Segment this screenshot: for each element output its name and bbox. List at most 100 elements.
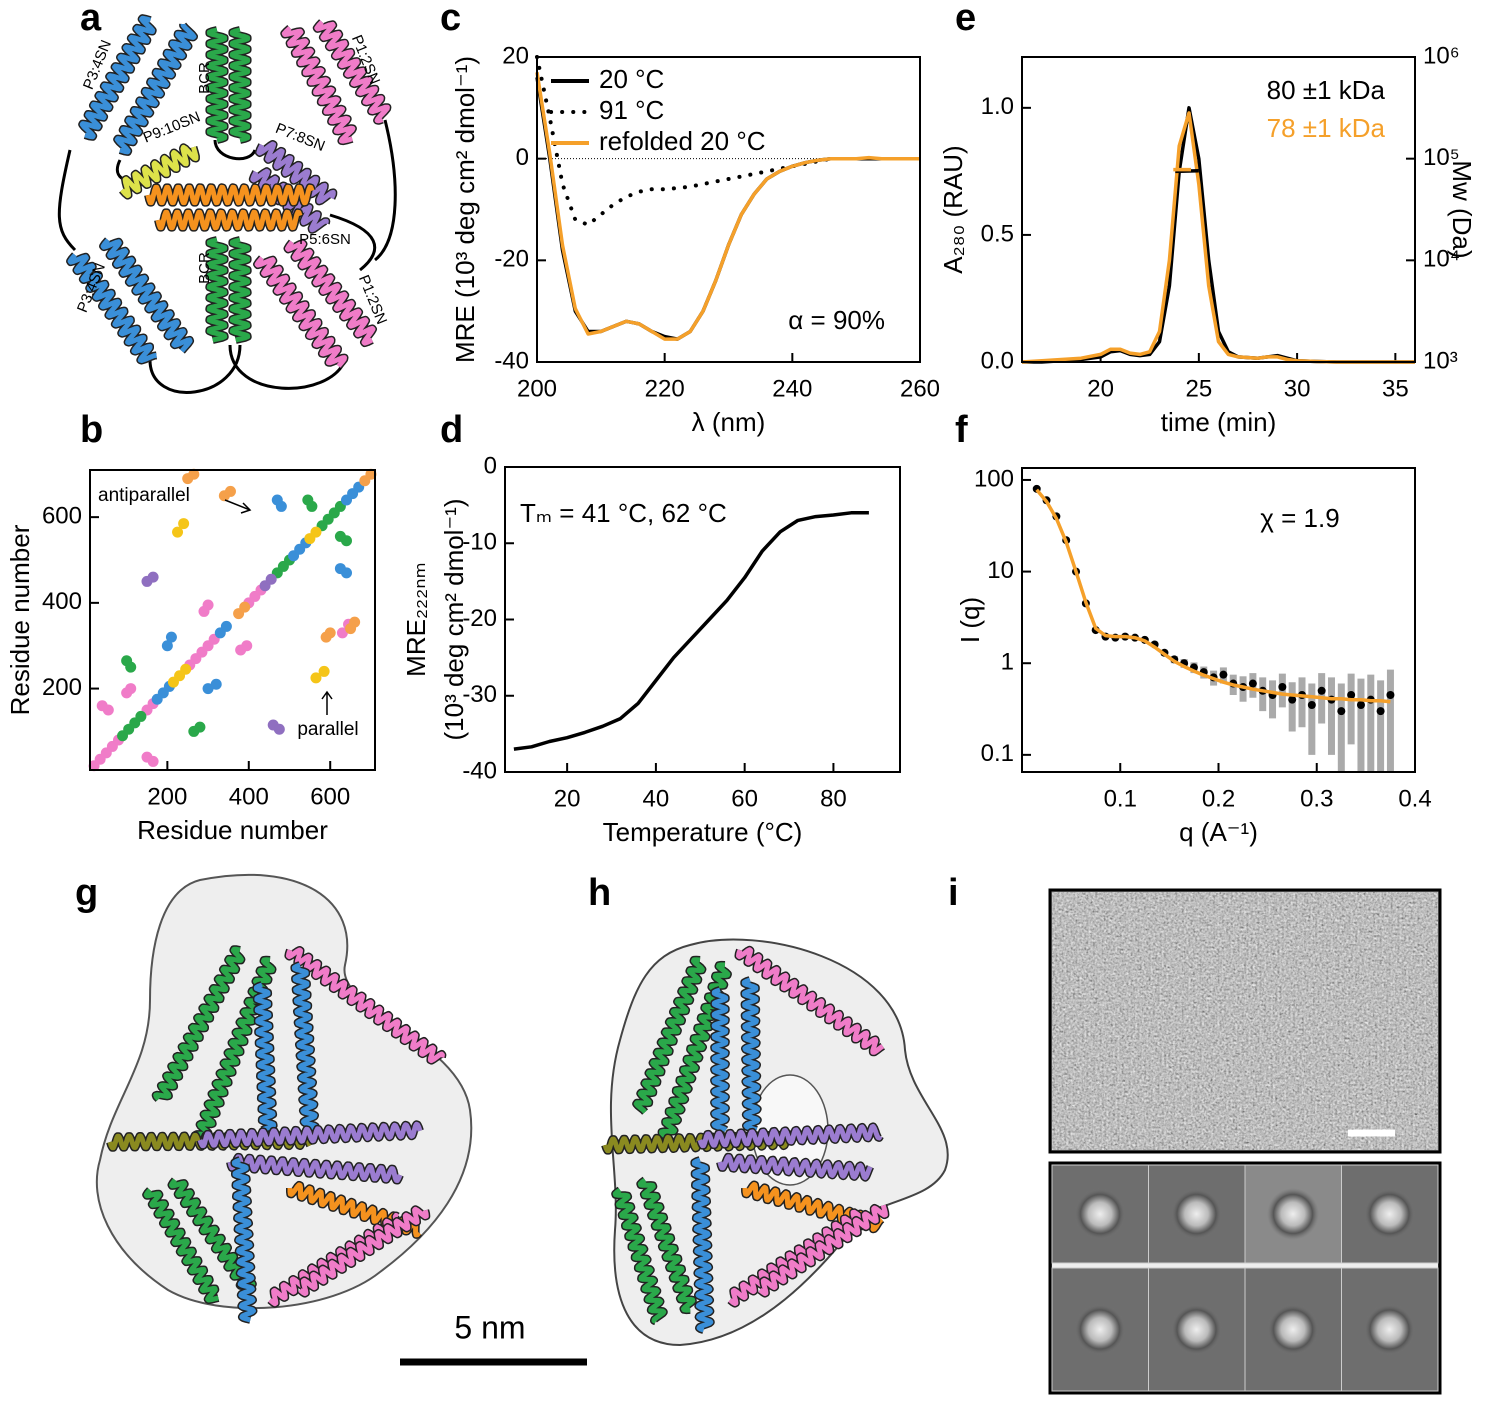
point [202,599,214,611]
class-particle [1363,1188,1416,1240]
point [1317,686,1326,695]
panel-letter: e [955,0,976,39]
class-particle [1267,1188,1319,1240]
y-axis-label: MRE (10³ deg cm² dmol⁻¹) [450,56,480,363]
y2-tick-label: 10⁶ [1423,42,1460,69]
x-axis-label: q (A⁻¹) [1179,817,1258,847]
plot-frame [1021,56,1416,363]
helix [79,15,156,140]
y-tick-label: 600 [42,502,82,529]
helix [637,1177,696,1313]
x-tick-label: 80 [820,785,847,812]
series-line [1035,488,1391,704]
helix [169,1178,256,1294]
scale-bar-label: 5 nm [454,1309,525,1345]
panel-letter: h [588,872,611,914]
point [318,665,330,677]
class-particle [1074,1303,1126,1356]
annotation: χ = 1.9 [1260,503,1339,533]
y-axis-label: A₂₈₀ (RAU) [938,145,968,273]
y-axis-label: I (q) [955,597,985,643]
x-tick-label: 35 [1382,375,1409,402]
y-axis-label: Residue number [5,524,35,715]
annotation: antiparallel [98,485,190,506]
y-tick-label: -20 [494,246,529,273]
y-tick-label: 0 [516,144,529,171]
point [310,672,322,684]
point [306,500,318,512]
helix [253,982,277,1133]
point [172,526,184,538]
helix-label: BCR [196,252,213,284]
legend-label: refolded 20 °C [599,126,766,156]
y-axis-label: (10³ deg cm² dmol⁻¹) [439,499,469,741]
arrow [321,690,333,715]
series-line [535,55,833,227]
legend-label: 78 ±1 kDa [1267,113,1386,143]
point [125,683,137,695]
helix [633,957,705,1114]
point [178,518,190,530]
panel-letter: d [440,409,463,451]
helix [697,1123,883,1149]
y2-tick-label: 10³ [1423,347,1458,374]
x-tick-label: 0.2 [1202,785,1235,812]
x-tick-label: 220 [645,375,685,402]
helix [153,946,244,1101]
helix [143,1188,219,1303]
series-line [1021,111,1415,364]
x-axis-label: Residue number [137,815,328,845]
x-tick-label: 60 [731,785,758,812]
helix [728,1209,864,1307]
x-tick-label: 260 [900,375,940,402]
point [1219,670,1228,679]
point [135,710,147,722]
micrograph-noise [1052,892,1438,1150]
point [365,468,377,480]
point [265,573,277,585]
helix [717,1154,873,1181]
y-axis-label: MRE₂₂₂ₙₘ [401,562,431,677]
x-axis-label: λ (nm) [692,407,766,437]
point [202,683,214,695]
y-tick-label: 0.1 [981,740,1014,767]
x-tick-label: 600 [310,783,350,810]
class-particle [1074,1188,1126,1240]
helix [736,947,885,1055]
point [1278,683,1287,692]
y-tick-label: 20 [502,42,529,69]
annotation: parallel [297,719,358,740]
y2-axis-label: Mw (Da) [1447,160,1477,258]
point [1376,707,1385,716]
point [224,485,236,497]
panel-letter: b [80,409,103,451]
x-tick-label: 20 [554,785,581,812]
panel-letter: a [80,0,102,39]
point [1288,695,1297,704]
point [310,526,322,538]
point [165,631,177,643]
helix [612,1187,667,1324]
helix [229,27,251,143]
point [334,563,346,575]
helix-label: BCR [196,62,213,94]
legend-label: 20 °C [599,64,664,94]
y-tick-label: 0 [484,452,497,479]
point [180,663,192,675]
point [275,500,287,512]
point [194,721,206,733]
helix [227,1154,403,1183]
point [1356,700,1365,709]
point [220,620,232,632]
chart: c 200 220 240 260 -40 -20 0 20 λ (nm) MRE (10³ deg… [440,0,940,437]
plot-frame [89,469,376,771]
plot-frame [536,56,921,363]
helix [67,253,157,363]
series-line [535,77,920,341]
point [1337,707,1346,716]
panel-letter: c [440,0,461,39]
panel-letter: g [75,872,98,914]
series-line [535,72,920,341]
